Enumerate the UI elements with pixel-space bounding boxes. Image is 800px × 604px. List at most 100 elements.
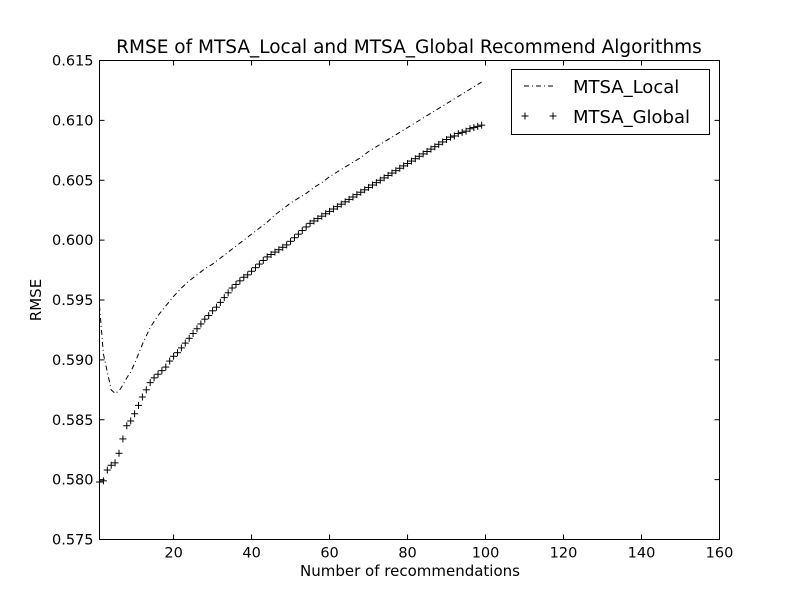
data-point-mtsa-global (224, 289, 232, 297)
legend-marker-sample (549, 112, 557, 120)
data-point-mtsa-global (423, 148, 431, 156)
data-point-mtsa-global (127, 417, 135, 425)
data-point-mtsa-global (380, 174, 388, 182)
data-point-mtsa-global (349, 193, 357, 201)
data-point-mtsa-global (478, 121, 486, 129)
data-point-mtsa-global (474, 122, 482, 130)
data-point-mtsa-global (209, 307, 217, 315)
y-tick-label: 0.615 (52, 54, 94, 70)
data-point-mtsa-global (279, 243, 287, 251)
data-point-mtsa-global (470, 124, 478, 132)
data-point-mtsa-global (329, 205, 337, 213)
data-point-mtsa-global (189, 330, 197, 338)
data-point-mtsa-global (341, 198, 349, 206)
data-point-mtsa-global (115, 449, 123, 457)
data-point-mtsa-global (134, 401, 142, 409)
data-point-mtsa-global (201, 315, 209, 323)
data-point-mtsa-global (244, 271, 252, 279)
legend-sample-mtsa-global (521, 112, 557, 120)
data-point-mtsa-global (318, 212, 326, 220)
x-tick-label: 20 (164, 546, 182, 562)
chart-title: RMSE of MTSA_Local and MTSA_Global Recom… (116, 37, 702, 58)
data-point-mtsa-global (446, 133, 454, 141)
data-point-mtsa-global (388, 169, 396, 177)
data-point-mtsa-global (232, 280, 240, 288)
data-point-mtsa-global (154, 370, 162, 378)
data-point-mtsa-global (427, 145, 435, 153)
y-axis-label: RMSE (27, 279, 45, 321)
x-tick-label: 60 (320, 546, 338, 562)
data-point-mtsa-global (99, 477, 107, 485)
series-markers-mtsa-global (96, 121, 486, 486)
data-point-mtsa-global (287, 237, 295, 245)
data-point-mtsa-global (431, 143, 439, 151)
data-point-mtsa-global (170, 352, 178, 360)
data-point-mtsa-global (368, 181, 376, 189)
y-tick-label: 0.590 (52, 353, 94, 369)
data-point-mtsa-global (337, 200, 345, 208)
x-tick-label: 120 (550, 546, 578, 562)
data-point-mtsa-global (357, 188, 365, 196)
data-point-mtsa-global (435, 140, 443, 148)
data-point-mtsa-global (298, 227, 306, 235)
data-point-mtsa-global (271, 248, 279, 256)
data-point-mtsa-global (443, 136, 451, 144)
data-point-mtsa-global (263, 253, 271, 261)
data-point-mtsa-global (228, 284, 236, 292)
x-tick-label: 160 (706, 546, 734, 562)
data-point-mtsa-global (458, 128, 466, 136)
data-point-mtsa-global (290, 234, 298, 242)
data-point-mtsa-global (119, 435, 127, 443)
data-point-mtsa-global (376, 176, 384, 184)
data-point-mtsa-global (193, 325, 201, 333)
data-point-mtsa-global (181, 339, 189, 347)
data-point-mtsa-global (166, 357, 174, 365)
data-point-mtsa-global (138, 393, 146, 401)
y-tick-label: 0.600 (52, 233, 94, 249)
data-point-mtsa-global (400, 162, 408, 170)
data-point-mtsa-global (111, 459, 119, 467)
data-point-mtsa-global (365, 183, 373, 191)
x-tick-label: 100 (472, 546, 500, 562)
data-point-mtsa-global (236, 277, 244, 285)
legend-marker-sample (521, 112, 529, 120)
legend-label-mtsa-local: MTSA_Local (573, 77, 679, 98)
data-point-mtsa-global (322, 210, 330, 218)
data-point-mtsa-global (251, 264, 259, 272)
data-point-mtsa-global (466, 125, 474, 133)
data-point-mtsa-global (275, 246, 283, 254)
y-tick-label: 0.595 (52, 293, 94, 309)
data-point-mtsa-global (384, 171, 392, 179)
x-tick-label: 140 (628, 546, 656, 562)
data-point-mtsa-global (131, 410, 139, 418)
y-tick-label: 0.585 (52, 413, 94, 429)
legend-label-mtsa-global: MTSA_Global (573, 107, 690, 128)
data-point-mtsa-global (439, 138, 447, 146)
data-point-mtsa-global (212, 303, 220, 311)
legend: MTSA_Local MTSA_Global (511, 69, 710, 135)
data-point-mtsa-global (158, 367, 166, 375)
data-point-mtsa-global (361, 186, 369, 194)
data-point-mtsa-global (173, 349, 181, 357)
data-point-mtsa-global (314, 215, 322, 223)
data-point-mtsa-global (255, 260, 263, 268)
data-point-mtsa-global (248, 267, 256, 275)
data-point-mtsa-global (454, 130, 462, 138)
data-point-mtsa-global (419, 150, 427, 158)
data-point-mtsa-global (123, 422, 131, 430)
y-tick-label: 0.610 (52, 113, 94, 129)
data-point-mtsa-global (197, 320, 205, 328)
data-point-mtsa-global (411, 155, 419, 163)
data-point-mtsa-global (216, 298, 224, 306)
data-point-mtsa-global (220, 294, 228, 302)
data-point-mtsa-global (294, 230, 302, 238)
plot-frame (99, 60, 720, 540)
data-point-mtsa-global (185, 334, 193, 342)
data-point-mtsa-global (205, 312, 213, 320)
data-point-mtsa-global (353, 191, 361, 199)
data-point-mtsa-global (372, 179, 380, 187)
data-point-mtsa-global (267, 250, 275, 258)
data-point-mtsa-global (450, 132, 458, 140)
